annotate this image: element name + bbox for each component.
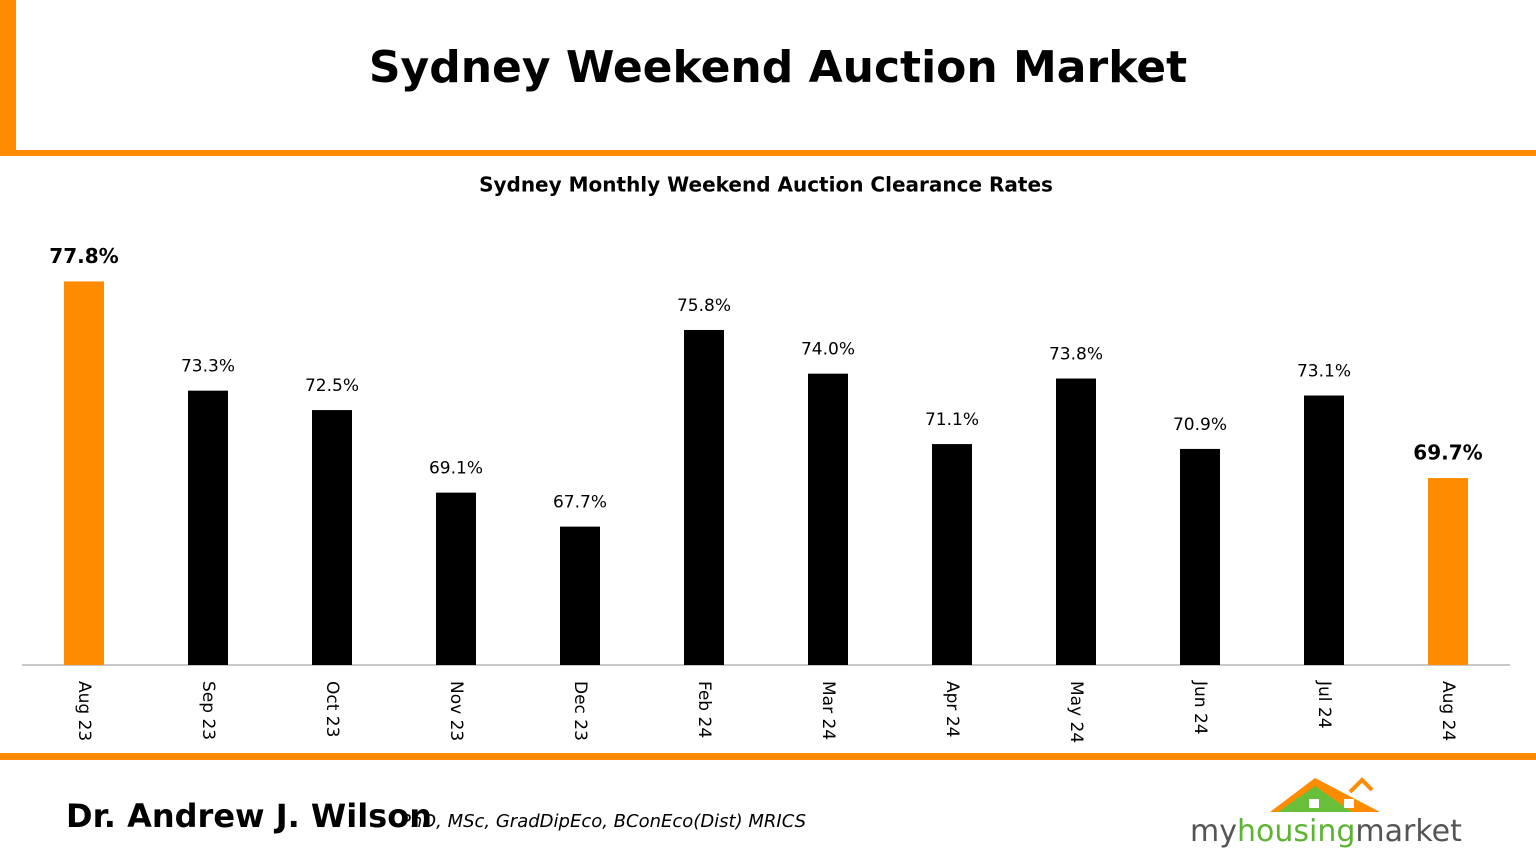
x-tick-label: Nov 23 — [446, 681, 466, 741]
bar — [312, 410, 352, 665]
x-tick-label: Sep 23 — [198, 681, 218, 740]
bar — [932, 444, 972, 665]
logo-part: market — [1355, 814, 1462, 849]
credentials: PhD, MSc, GradDipEco, BConEco(Dist) MRIC… — [400, 811, 806, 832]
logo-part: my — [1190, 814, 1237, 849]
x-tick-label: Aug 23 — [74, 681, 94, 741]
divider — [0, 753, 1536, 760]
x-tick-label: Aug 24 — [1438, 681, 1458, 741]
logo-part: housing — [1237, 814, 1355, 849]
bar — [1304, 395, 1344, 665]
x-tick-label: May 24 — [1066, 681, 1086, 743]
value-label: 67.7% — [553, 493, 607, 513]
bar — [1428, 478, 1468, 665]
value-label: 75.8% — [677, 296, 731, 316]
x-tick-label: Jun 24 — [1190, 680, 1210, 735]
bar — [684, 329, 724, 665]
value-label: 77.8% — [49, 244, 118, 268]
value-label: 69.1% — [429, 459, 483, 479]
value-label: 71.1% — [925, 410, 979, 430]
x-tick-label: Oct 23 — [322, 681, 342, 737]
value-label: 73.8% — [1049, 345, 1103, 365]
bar — [64, 281, 104, 665]
chart-title: Sydney Monthly Weekend Auction Clearance… — [479, 173, 1053, 197]
value-label: 72.5% — [305, 376, 359, 396]
bar — [1180, 448, 1220, 665]
x-tick-label: Dec 23 — [570, 681, 590, 741]
x-tick-label: Apr 24 — [942, 681, 962, 737]
x-tick-label: Jul 24 — [1314, 680, 1334, 729]
divider — [0, 150, 1536, 156]
bar — [1056, 378, 1096, 665]
bar — [560, 526, 600, 665]
value-label: 73.1% — [1297, 362, 1351, 382]
author: Dr. Andrew J. Wilson — [66, 797, 432, 835]
bar — [808, 373, 848, 665]
accent-bar — [0, 0, 16, 156]
plot: Aug 23 77.8% Sep 23 73.3% Oct 23 72.5% Nov 23 6… — [49, 244, 1482, 743]
x-tick-label: Mar 24 — [818, 681, 838, 740]
value-label: 73.3% — [181, 357, 235, 377]
value-label: 74.0% — [801, 340, 855, 360]
bar — [188, 390, 228, 665]
page-title: Sydney Weekend Auction Market — [369, 42, 1187, 93]
bar — [436, 492, 476, 665]
value-label: 69.7% — [1413, 441, 1482, 465]
logo-text: myhousingmarket — [1190, 814, 1462, 849]
x-tick-label: Feb 24 — [694, 681, 714, 738]
logo-icon — [1270, 777, 1380, 812]
value-label: 70.9% — [1173, 415, 1227, 435]
